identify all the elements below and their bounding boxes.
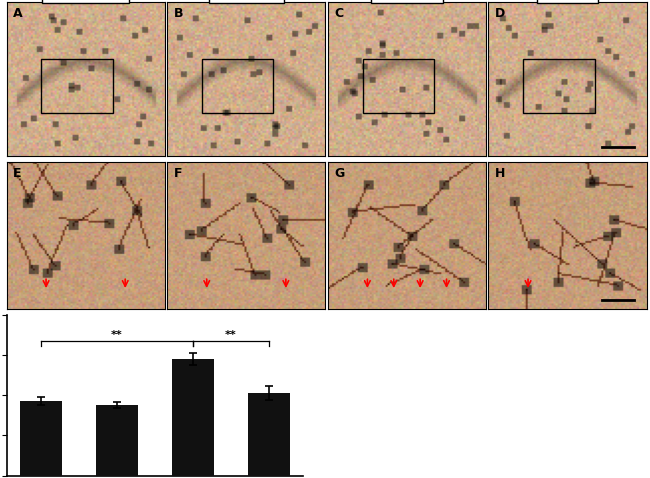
Title: LPS +RSV: LPS +RSV: [539, 0, 597, 1]
Bar: [96, 405, 138, 476]
Text: A: A: [13, 7, 23, 20]
Text: D: D: [495, 7, 505, 20]
Title: LPS +DMSO: LPS +DMSO: [372, 0, 441, 1]
Bar: [42, 59, 112, 113]
Bar: [363, 59, 434, 113]
Bar: [248, 393, 290, 476]
Title: Saline +DMSO: Saline +DMSO: [44, 0, 127, 1]
Text: **: **: [225, 330, 237, 339]
Text: **: **: [111, 330, 123, 339]
Bar: [202, 59, 273, 113]
Text: C: C: [334, 7, 343, 20]
Bar: [20, 401, 62, 476]
Bar: [523, 59, 595, 113]
Text: E: E: [13, 166, 21, 180]
Bar: [172, 359, 214, 476]
Text: F: F: [174, 166, 182, 180]
Text: B: B: [174, 7, 183, 20]
Text: H: H: [495, 166, 505, 180]
Title: Saline +RSV: Saline +RSV: [210, 0, 282, 1]
Text: G: G: [334, 166, 345, 180]
